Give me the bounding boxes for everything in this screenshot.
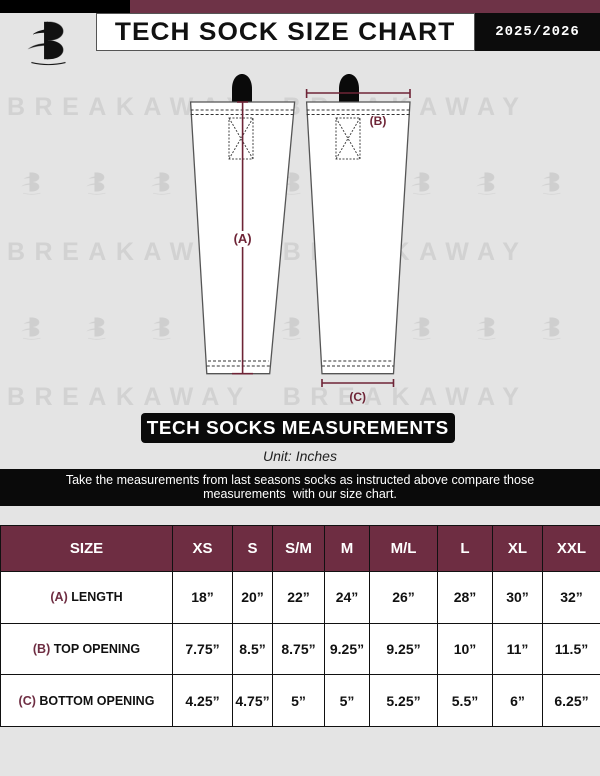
svg-text:(A): (A)	[234, 231, 252, 246]
svg-text:(C): (C)	[349, 390, 366, 404]
svg-text:(B): (B)	[370, 114, 387, 128]
